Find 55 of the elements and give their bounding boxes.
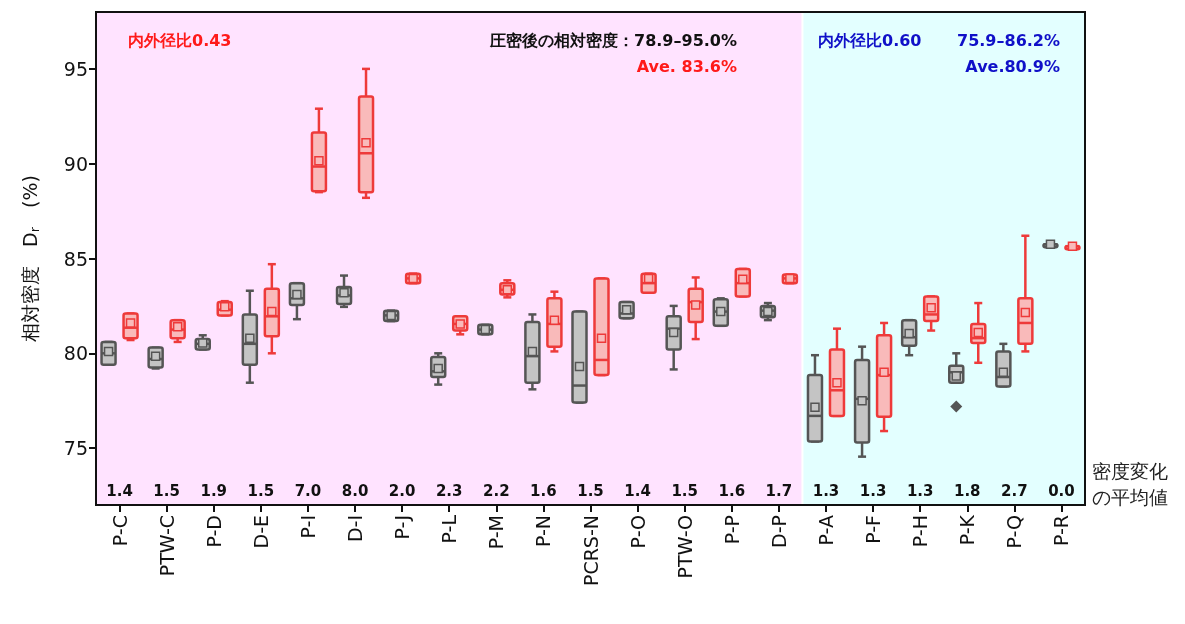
- x-tick-label: PTW-C: [155, 515, 178, 577]
- y-tick-label: 75: [63, 437, 88, 460]
- x-tick-label: PTW-O: [673, 515, 696, 579]
- annotation: 内外径比0.60: [818, 30, 922, 50]
- annotation: 2.7: [1001, 482, 1028, 500]
- annotation: 1.6: [530, 482, 557, 500]
- annotation: 圧密後の相対密度：78.9–95.0%: [489, 30, 737, 50]
- annotation: 2.0: [388, 482, 416, 500]
- x-tick-label: P-L: [438, 514, 461, 544]
- x-tick-label: P-M: [485, 515, 508, 550]
- x-tick-label: D-P: [767, 515, 790, 548]
- x-tick-label: D-E: [249, 515, 272, 549]
- y-tick-label: 80: [63, 342, 88, 365]
- y-tick-label: 90: [63, 152, 88, 175]
- x-tick-label: P-D: [202, 515, 225, 548]
- y-tick-label: 95: [63, 57, 88, 80]
- x-tick-label: P-P: [720, 515, 743, 545]
- x-tick-label: P-A: [814, 515, 837, 546]
- x-tick-label: P-R: [1050, 515, 1073, 547]
- annotation: 1.3: [906, 482, 934, 500]
- annotation: 内外径比0.43: [128, 30, 232, 50]
- annotation: 1.7: [765, 482, 793, 500]
- annotation: 1.3: [812, 482, 840, 500]
- annotation: 1.6: [718, 482, 746, 500]
- x-tick-label: P-F: [862, 515, 885, 544]
- text: 相対密度 Dr (%): [18, 175, 42, 342]
- x-tick-label: PCRS-N: [579, 515, 602, 587]
- annotation: 2.2: [483, 482, 510, 500]
- x-tick-label: P-I: [296, 515, 319, 539]
- annotation: 1.3: [859, 482, 887, 500]
- annotation: 1.8: [953, 482, 981, 500]
- annotation: 1.9: [200, 482, 228, 500]
- annotation: 7.0: [294, 482, 322, 500]
- x-tick-label: D-I: [344, 515, 367, 543]
- annotation: 1.5: [153, 482, 180, 500]
- annotation: 1.5: [577, 482, 604, 500]
- annotation: 1.5: [247, 482, 275, 500]
- annotation: 2.3: [435, 482, 463, 500]
- annotation: 1.4: [624, 482, 651, 500]
- annotation: 0.0: [1048, 482, 1075, 500]
- y-tick-label: 85: [63, 247, 88, 270]
- annotation: Ave.80.9%: [965, 56, 1060, 76]
- annotation: Ave. 83.6%: [636, 56, 737, 76]
- x-tick-label: P-H: [909, 515, 932, 548]
- x-tick-label: P-K: [956, 514, 979, 546]
- text: 密度変化の平均値: [1092, 460, 1168, 508]
- x-tick-label: P-Q: [1003, 515, 1026, 549]
- annotation: 75.9–86.2%: [957, 30, 1060, 50]
- x-tick-label: P-O: [626, 515, 649, 549]
- x-tick-label: P-C: [108, 515, 131, 547]
- annotation: 8.0: [341, 482, 369, 500]
- annotation: 1.4: [106, 482, 133, 500]
- annotation: 1.5: [671, 482, 698, 500]
- x-tick-label: P-N: [532, 515, 555, 548]
- x-tick-label: P-J: [391, 515, 414, 540]
